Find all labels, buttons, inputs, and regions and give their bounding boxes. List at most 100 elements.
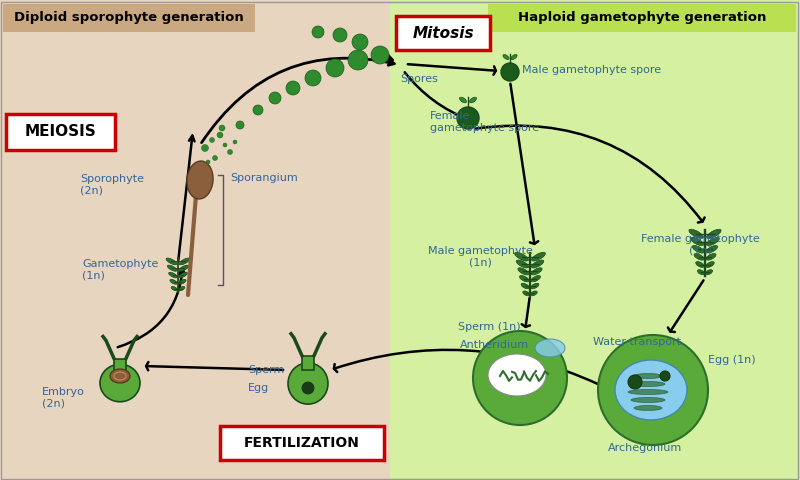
Text: Water transport: Water transport <box>593 337 681 347</box>
FancyBboxPatch shape <box>3 4 255 32</box>
Circle shape <box>660 371 670 381</box>
Ellipse shape <box>187 161 213 199</box>
Ellipse shape <box>690 238 703 246</box>
Ellipse shape <box>522 291 530 296</box>
Ellipse shape <box>535 339 565 357</box>
Ellipse shape <box>511 55 517 60</box>
Ellipse shape <box>696 262 704 267</box>
Ellipse shape <box>530 291 538 296</box>
Ellipse shape <box>692 245 704 253</box>
Text: Archegonium: Archegonium <box>608 443 682 453</box>
Circle shape <box>305 70 321 86</box>
Text: Sporangium: Sporangium <box>230 173 298 183</box>
Circle shape <box>233 140 237 144</box>
Ellipse shape <box>631 397 665 403</box>
Bar <box>390 0 800 480</box>
Circle shape <box>473 331 567 425</box>
Ellipse shape <box>706 238 719 246</box>
Circle shape <box>457 107 479 129</box>
Ellipse shape <box>503 55 509 60</box>
Text: Egg: Egg <box>248 383 270 393</box>
Circle shape <box>253 105 263 115</box>
Ellipse shape <box>518 268 529 275</box>
Text: Egg (1n): Egg (1n) <box>708 355 756 365</box>
Text: MEIOSIS: MEIOSIS <box>24 124 96 140</box>
Circle shape <box>269 92 281 104</box>
Ellipse shape <box>488 354 546 396</box>
Ellipse shape <box>531 260 544 268</box>
Circle shape <box>202 144 209 152</box>
Text: Female
gametophyte spore: Female gametophyte spore <box>430 111 539 133</box>
Circle shape <box>302 382 314 394</box>
Text: Sperm (1n): Sperm (1n) <box>458 322 521 332</box>
Text: Male gametophyte spore: Male gametophyte spore <box>522 65 661 75</box>
Ellipse shape <box>706 262 714 267</box>
Ellipse shape <box>706 229 721 239</box>
Ellipse shape <box>516 260 529 268</box>
Ellipse shape <box>531 252 546 261</box>
Text: Embryo
(2n): Embryo (2n) <box>42 387 85 409</box>
Ellipse shape <box>628 389 668 395</box>
Ellipse shape <box>167 265 177 271</box>
Ellipse shape <box>689 229 703 239</box>
Ellipse shape <box>634 373 662 379</box>
Circle shape <box>348 50 368 70</box>
Ellipse shape <box>706 245 718 253</box>
Ellipse shape <box>521 283 529 289</box>
Text: Female gametophyte
(1n): Female gametophyte (1n) <box>641 234 759 256</box>
Ellipse shape <box>166 258 177 265</box>
Ellipse shape <box>519 276 529 282</box>
Ellipse shape <box>706 270 713 275</box>
Text: Diploid sporophyte generation: Diploid sporophyte generation <box>14 12 244 24</box>
Text: Sporophyte
(2n): Sporophyte (2n) <box>80 174 144 196</box>
Text: FERTILIZATION: FERTILIZATION <box>244 436 360 450</box>
Ellipse shape <box>531 276 541 282</box>
Ellipse shape <box>288 363 328 404</box>
FancyBboxPatch shape <box>114 359 126 371</box>
Circle shape <box>501 63 519 81</box>
Circle shape <box>352 34 368 50</box>
Ellipse shape <box>531 268 542 275</box>
Text: Gametophyte
(1n): Gametophyte (1n) <box>82 259 158 281</box>
Ellipse shape <box>171 287 178 291</box>
Circle shape <box>326 59 344 77</box>
Ellipse shape <box>694 253 704 260</box>
Circle shape <box>206 160 210 164</box>
Circle shape <box>219 125 225 131</box>
Ellipse shape <box>459 97 466 103</box>
FancyBboxPatch shape <box>302 356 314 370</box>
Ellipse shape <box>531 283 539 289</box>
Ellipse shape <box>615 360 687 420</box>
Ellipse shape <box>179 258 190 265</box>
Circle shape <box>217 132 223 138</box>
Text: Male gametophyte
(1n): Male gametophyte (1n) <box>427 246 533 268</box>
Ellipse shape <box>470 97 477 103</box>
Ellipse shape <box>178 279 186 284</box>
Ellipse shape <box>634 406 662 410</box>
Circle shape <box>210 137 214 143</box>
Ellipse shape <box>698 270 704 275</box>
FancyBboxPatch shape <box>220 426 384 460</box>
Circle shape <box>628 375 642 389</box>
Circle shape <box>286 81 300 95</box>
Ellipse shape <box>179 272 187 278</box>
Circle shape <box>598 335 708 445</box>
Ellipse shape <box>100 364 140 402</box>
Circle shape <box>227 149 233 155</box>
Ellipse shape <box>169 272 177 278</box>
Ellipse shape <box>514 252 529 261</box>
Ellipse shape <box>631 382 665 386</box>
Text: Spores: Spores <box>400 74 438 84</box>
Text: Sperm: Sperm <box>248 365 284 375</box>
FancyBboxPatch shape <box>396 16 490 50</box>
Ellipse shape <box>110 369 130 383</box>
Circle shape <box>333 28 347 42</box>
FancyBboxPatch shape <box>488 4 796 32</box>
Circle shape <box>371 46 389 64</box>
Text: Mitosis: Mitosis <box>412 25 474 40</box>
Circle shape <box>223 143 227 147</box>
Text: Haploid gametophyte generation: Haploid gametophyte generation <box>518 12 766 24</box>
FancyBboxPatch shape <box>6 114 115 150</box>
Ellipse shape <box>170 279 178 284</box>
Ellipse shape <box>178 287 185 291</box>
